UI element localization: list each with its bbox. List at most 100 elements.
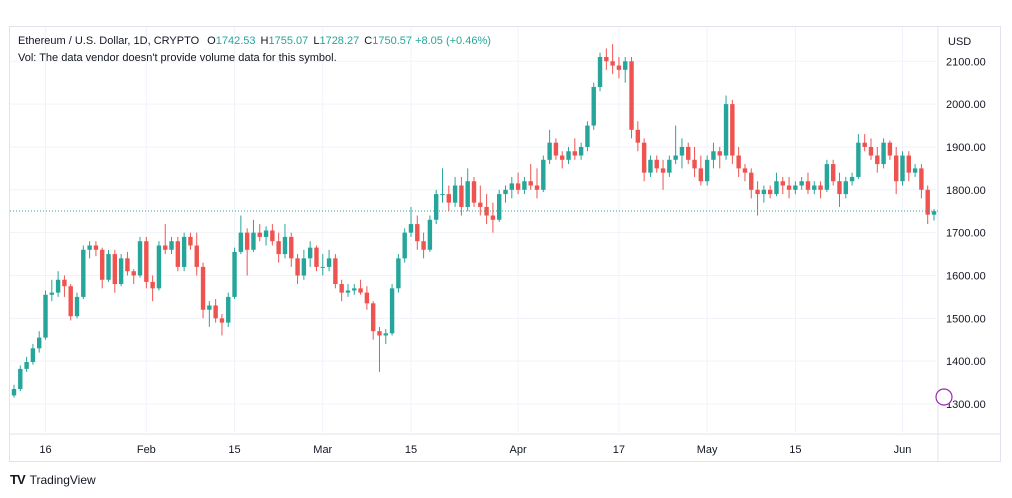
candle-body bbox=[440, 194, 445, 196]
candle-body bbox=[219, 318, 225, 323]
candle bbox=[553, 138, 559, 160]
candle bbox=[446, 185, 451, 212]
candle bbox=[232, 247, 237, 300]
candle-body bbox=[875, 155, 880, 165]
candle-body bbox=[263, 230, 269, 237]
candle-body bbox=[81, 249, 86, 297]
candle bbox=[679, 138, 685, 169]
candle bbox=[415, 215, 420, 250]
candle bbox=[326, 249, 332, 272]
candle-body bbox=[698, 168, 704, 182]
candle-body bbox=[591, 86, 596, 126]
change-value: +8.05 (+0.46%) bbox=[415, 35, 491, 47]
chart-frame[interactable] bbox=[9, 26, 1001, 462]
candle-body bbox=[188, 236, 193, 246]
candle-body bbox=[868, 146, 874, 156]
candle bbox=[723, 95, 729, 160]
y-tick-label: 1400.00 bbox=[946, 356, 986, 368]
grid bbox=[9, 26, 1001, 461]
y-tick-label: 2100.00 bbox=[946, 56, 986, 68]
candle-body bbox=[238, 232, 244, 252]
candle-body bbox=[396, 258, 401, 289]
candle-body bbox=[572, 151, 578, 156]
candle bbox=[742, 164, 748, 182]
scroll-indicator-icon[interactable] bbox=[935, 388, 953, 406]
candle bbox=[421, 232, 426, 259]
tradingview-logo[interactable]: TV TradingView bbox=[10, 472, 96, 487]
candle-body bbox=[566, 151, 571, 160]
time-axis[interactable]: 16 Feb 15 Mar 15 Apr 17 May 15 Jun bbox=[39, 444, 911, 456]
currency-label: USD bbox=[948, 36, 971, 48]
candle-body bbox=[503, 189, 508, 195]
candle bbox=[843, 176, 848, 199]
symbol-label[interactable]: Ethereum / U.S. Dollar, 1D, CRYPTO bbox=[18, 35, 200, 47]
candle-body bbox=[270, 230, 275, 242]
x-tick-label: 15 bbox=[405, 444, 417, 456]
candle-body bbox=[635, 129, 641, 143]
candle-body bbox=[175, 241, 181, 267]
candle-body bbox=[345, 290, 351, 293]
candle bbox=[704, 155, 710, 186]
candle bbox=[207, 301, 212, 327]
price-axis[interactable]: USD 1300.00 1400.00 1500.00 1600.00 1700.00 1… bbox=[946, 36, 986, 411]
legend-ohlc: Ethereum / U.S. Dollar, 1D, CRYPTO O1742.… bbox=[18, 35, 491, 47]
candle-body bbox=[370, 303, 376, 332]
candle bbox=[238, 215, 244, 255]
candle-body bbox=[704, 159, 710, 182]
candle bbox=[408, 206, 414, 237]
candle-body bbox=[244, 232, 250, 250]
candle-body bbox=[364, 292, 370, 304]
candle bbox=[263, 226, 269, 246]
candle-body bbox=[730, 104, 735, 156]
candle-body bbox=[93, 245, 99, 250]
candle-body bbox=[931, 211, 937, 215]
candle bbox=[295, 254, 300, 285]
volume-note: Vol: The data vendor doesn't provide vol… bbox=[18, 52, 337, 64]
candle bbox=[43, 290, 48, 340]
candle-body bbox=[301, 258, 307, 276]
candle bbox=[370, 301, 376, 340]
candle-body bbox=[408, 224, 414, 233]
candle bbox=[862, 134, 867, 152]
candle-body bbox=[497, 194, 502, 220]
candle-body bbox=[830, 164, 836, 182]
candle bbox=[219, 314, 225, 336]
candle-body bbox=[37, 337, 42, 349]
tradingview-logo-icon: TV bbox=[10, 472, 26, 487]
candle bbox=[383, 329, 388, 345]
brand-name: TradingView bbox=[29, 472, 96, 487]
candle-body bbox=[232, 251, 237, 297]
candle bbox=[402, 228, 407, 263]
candle-body bbox=[641, 142, 647, 173]
candle bbox=[585, 121, 590, 152]
candle bbox=[301, 249, 307, 280]
candle bbox=[610, 44, 615, 75]
candle-body bbox=[547, 142, 552, 160]
candle bbox=[433, 189, 439, 225]
candle bbox=[881, 138, 886, 169]
candle bbox=[686, 142, 691, 165]
candle bbox=[900, 151, 905, 186]
candle bbox=[459, 176, 464, 216]
candle-body bbox=[74, 296, 80, 317]
candle bbox=[503, 185, 508, 203]
candle bbox=[774, 172, 779, 197]
candle bbox=[484, 194, 489, 225]
candle bbox=[799, 176, 804, 190]
candle-body bbox=[314, 247, 319, 267]
candle-body bbox=[648, 159, 653, 173]
candle bbox=[194, 232, 199, 276]
candle bbox=[282, 224, 288, 259]
candle bbox=[925, 185, 930, 225]
candle bbox=[515, 172, 521, 195]
candle bbox=[749, 168, 754, 199]
candle bbox=[307, 241, 313, 267]
candle-body bbox=[106, 254, 111, 280]
candle-body bbox=[585, 125, 590, 147]
candle bbox=[68, 284, 73, 321]
candle-body bbox=[723, 104, 729, 156]
candle-body bbox=[906, 155, 911, 173]
x-tick-label: Mar bbox=[313, 444, 332, 456]
candle bbox=[137, 236, 143, 278]
